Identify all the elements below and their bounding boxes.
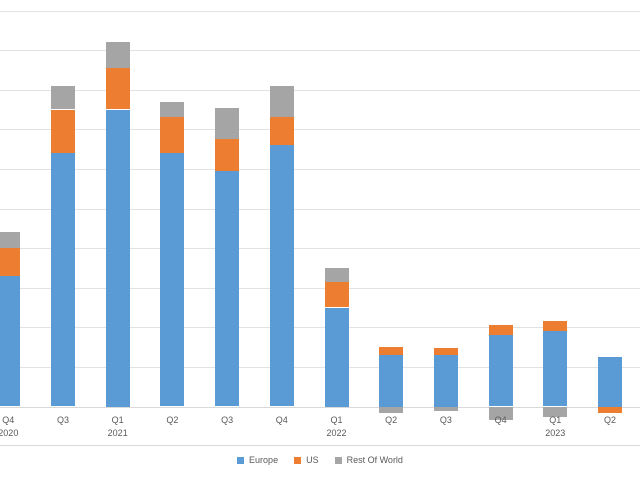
bar-segment-us-1[interactable] [51, 109, 75, 154]
gridline [0, 327, 640, 329]
bar-segment-europe-2[interactable] [105, 109, 130, 407]
bar-segment-europe-8[interactable] [433, 355, 458, 407]
x-axis-label-quarter-2: Q1 [111, 415, 124, 425]
bar-segment-europe-3[interactable] [160, 153, 185, 407]
x-axis-label-quarter-7: Q2 [385, 415, 398, 425]
bar-segment-us-0[interactable] [0, 248, 21, 276]
bar-segment-rest-of-world-3[interactable] [160, 101, 185, 118]
legend-item-rest-of-world[interactable]: Rest Of World [334, 455, 403, 465]
x-axis-label-quarter-5: Q4 [275, 415, 288, 425]
bar-segment-europe-10[interactable] [543, 331, 568, 407]
bar-segment-europe-0[interactable] [0, 275, 21, 407]
axis-area-border [0, 445, 640, 446]
gridline [0, 366, 640, 368]
bar-segment-rest-of-world-2[interactable] [105, 42, 130, 68]
gridline [0, 248, 640, 250]
bar-segment-europe-9[interactable] [488, 335, 513, 407]
gridline [0, 287, 640, 289]
bar-segment-rest-of-world-9[interactable] [488, 406, 513, 421]
bar-segment-europe-6[interactable] [324, 307, 349, 407]
x-axis-label-year-2020: 2020 [0, 428, 19, 438]
legend-item-us[interactable]: US [294, 455, 319, 465]
legend-label-europe: Europe [249, 455, 279, 465]
bar-segment-rest-of-world-6[interactable] [324, 267, 349, 282]
bar-segment-us-10[interactable] [543, 321, 568, 332]
x-axis-label-year-2021: 2021 [107, 428, 128, 438]
bar-segment-rest-of-world-10[interactable] [543, 406, 568, 418]
bar-segment-us-7[interactable] [379, 347, 404, 355]
x-axis-label-quarter-4: Q3 [221, 415, 234, 425]
x-axis-label-year-2023: 2023 [545, 428, 566, 438]
legend-item-europe[interactable]: Europe [237, 455, 278, 465]
category-axis-line [0, 406, 640, 408]
x-axis-label-quarter-6: Q1 [330, 415, 343, 425]
bar-segment-europe-11[interactable] [598, 357, 622, 407]
gridline [0, 89, 640, 91]
gridline [0, 208, 640, 210]
bar-segment-rest-of-world-7[interactable] [379, 406, 404, 414]
bar-segment-us-4[interactable] [215, 139, 240, 171]
gridline [0, 50, 640, 52]
x-axis-label-quarter-10: Q1 [549, 415, 562, 425]
legend-swatch-icon-europe [237, 456, 245, 464]
gridline [0, 168, 640, 170]
x-axis-label-quarter-8: Q3 [439, 415, 452, 425]
legend-swatch-icon-us [294, 456, 302, 464]
bar-segment-rest-of-world-5[interactable] [269, 85, 294, 118]
bar-segment-us-9[interactable] [488, 325, 513, 336]
bar-segment-rest-of-world-1[interactable] [51, 85, 75, 110]
legend-label-rest-of-world: Rest Of World [346, 455, 403, 465]
x-axis-label-quarter-3: Q2 [166, 415, 179, 425]
bar-segment-rest-of-world-0[interactable] [0, 232, 21, 249]
bar-segment-rest-of-world-8[interactable] [433, 406, 458, 411]
bar-segment-us-5[interactable] [269, 117, 294, 146]
x-axis-label-quarter-9: Q4 [494, 415, 507, 425]
gridline [0, 10, 640, 12]
x-axis-label-quarter-0: Q4 [2, 415, 15, 425]
x-axis-label-quarter-1: Q3 [56, 415, 69, 425]
chart-legend: Europe US Rest Of World [0, 455, 640, 465]
x-axis-label-year-2022: 2022 [326, 428, 347, 438]
bar-segment-us-3[interactable] [160, 117, 185, 153]
legend-label-us: US [306, 455, 319, 465]
bar-segment-europe-7[interactable] [379, 355, 404, 407]
x-axis-label-quarter-11: Q2 [603, 415, 616, 425]
bar-segment-europe-4[interactable] [215, 170, 240, 407]
bar-segment-rest-of-world-4[interactable] [215, 107, 240, 140]
bar-segment-us-2[interactable] [105, 67, 130, 110]
bar-segment-us-6[interactable] [324, 281, 349, 308]
bar-segment-europe-5[interactable] [269, 145, 294, 407]
legend-swatch-icon-rest-of-world [334, 456, 342, 464]
bar-segment-europe-1[interactable] [51, 153, 75, 407]
bar-segment-us-11[interactable] [598, 406, 622, 414]
gridline [0, 129, 640, 131]
bar-segment-us-8[interactable] [433, 347, 458, 355]
